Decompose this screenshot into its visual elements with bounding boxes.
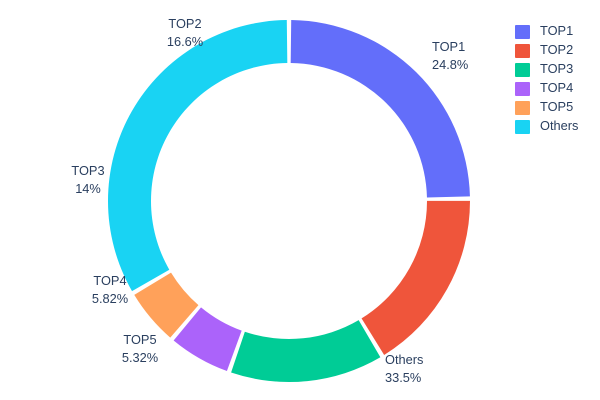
pie-slice-top1[interactable] [290,20,470,198]
slice-label-percent: 5.32% [122,350,158,365]
legend-item-label: TOP1 [540,23,574,39]
legend-item-label: TOP4 [540,80,574,96]
legend-item-top3[interactable]: TOP3 [515,60,600,79]
slice-annotation-top4: TOP4 5.82% [92,273,128,306]
slice-label-name: TOP1 [432,39,465,54]
legend-item-top4[interactable]: TOP4 [515,79,600,98]
legend-swatch-icon [515,119,530,134]
legend-item-label: TOP5 [540,99,574,115]
slice-annotation-others: Others 33.5% [385,352,423,385]
legend-item-label: Others [540,118,579,134]
legend-item-label: TOP3 [540,61,574,77]
slice-label-name: Others [385,352,423,367]
slice-annotation-top5: TOP5 5.32% [122,332,158,365]
legend-swatch-icon [515,81,530,96]
slice-label-percent: 5.82% [92,291,128,306]
legend-item-top2[interactable]: TOP2 [515,41,600,60]
legend-item-label: TOP2 [540,42,574,58]
chart-legend: TOP1 TOP2 TOP3 TOP4 TOP5 Others [515,22,600,136]
pie-slice-top5[interactable] [134,272,199,338]
slice-annotation-top1: TOP1 24.8% [432,39,468,72]
slice-label-name: TOP5 [123,332,156,347]
legend-swatch-icon [515,43,530,58]
legend-item-others[interactable]: Others [515,117,600,136]
pie-slice-top2[interactable] [361,200,470,355]
slice-label-percent: 33.5% [385,370,421,385]
legend-swatch-icon [515,24,530,39]
pie-slice-top3[interactable] [231,320,381,382]
pie-slice-others[interactable] [107,20,288,292]
legend-swatch-icon [515,62,530,77]
slice-label-percent: 24.8% [432,57,468,72]
slice-annotation-top3: TOP3 14% [71,163,104,196]
legend-swatch-icon [515,100,530,115]
slice-label-name: TOP4 [93,273,126,288]
slice-label-name: TOP3 [71,163,104,178]
legend-item-top1[interactable]: TOP1 [515,22,600,41]
slice-label-percent: 16.6% [167,34,203,49]
slice-label-percent: 14% [75,181,101,196]
legend-item-top5[interactable]: TOP5 [515,98,600,117]
pie-slice-top4[interactable] [173,307,242,372]
slice-annotation-top2: TOP2 16.6% [167,16,203,49]
slice-label-name: TOP2 [168,16,201,31]
